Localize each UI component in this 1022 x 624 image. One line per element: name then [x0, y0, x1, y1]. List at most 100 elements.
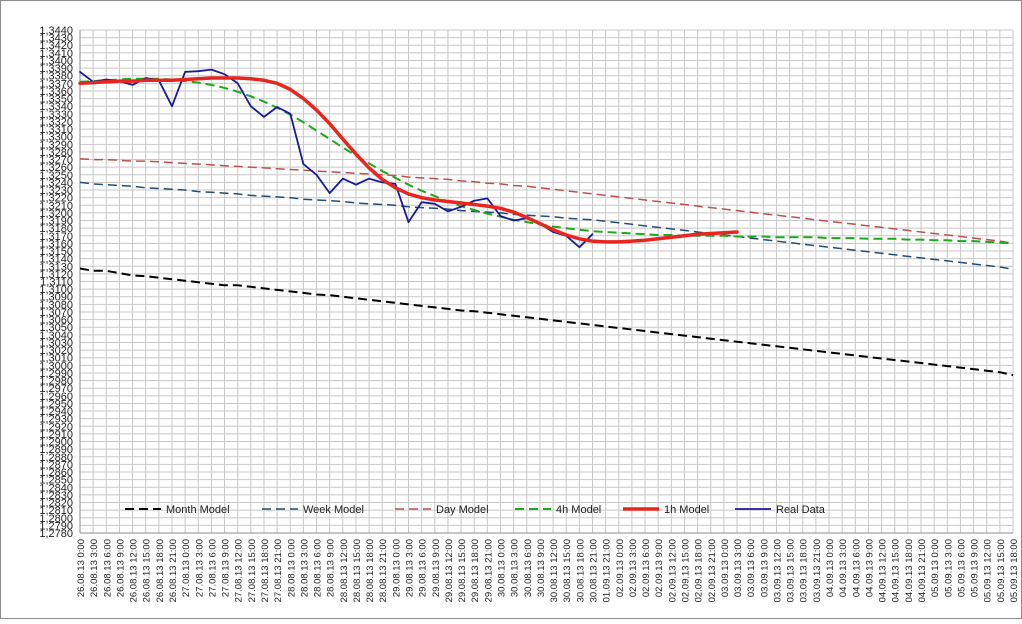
x-tick-label: 27.08.13 0:00 — [181, 539, 192, 597]
y-tick-label: 1,3100 — [39, 284, 73, 296]
x-tick-label: 02.09.13 0:00 — [615, 539, 626, 597]
y-tick-label: 1,2840 — [39, 482, 73, 494]
y-tick-label: 1,3440 — [39, 25, 73, 37]
legend-label: Week Model — [303, 504, 364, 516]
x-tick-label: 27.08.13 12:00 — [234, 539, 245, 602]
x-tick-label: 29.08.13 3:00 — [405, 539, 416, 597]
x-tick-label: 04.09.13 0:00 — [825, 539, 836, 597]
x-tick-label: 03.09.13 3:00 — [733, 539, 744, 597]
y-tick-label: 1,3310 — [39, 124, 73, 136]
series-lines — [78, 68, 1014, 377]
y-tick-label: 1,3330 — [39, 109, 73, 121]
y-tick-label: 1,3270 — [39, 155, 73, 167]
x-tick-label: 28.08.13 6:00 — [313, 539, 324, 597]
y-tick-label: 1,3210 — [39, 200, 73, 212]
x-tick-label: 05.09.13 0:00 — [930, 539, 941, 597]
x-tick-label: 30.08.13 9:00 — [536, 539, 547, 597]
x-tick-label: 30.08.13 0:00 — [497, 539, 508, 597]
x-tick-label: 29.08.13 15:00 — [457, 539, 468, 602]
x-tick-label: 04.09.13 9:00 — [864, 539, 875, 597]
y-tick-label: 1,2890 — [39, 444, 73, 456]
x-tick-label: 27.08.13 18:00 — [260, 539, 271, 602]
y-tick-label: 1,3120 — [39, 269, 73, 281]
y-tick-label: 1,3080 — [39, 299, 73, 311]
x-tick-label: 02.09.13 12:00 — [667, 539, 678, 602]
series-line-1h-model — [78, 76, 739, 244]
x-tick-label: 04.09.13 21:00 — [917, 539, 928, 602]
x-tick-label: 26.08.13 21:00 — [168, 539, 179, 602]
y-tick-label: 1,3420 — [39, 40, 73, 52]
y-tick-label: 1,2980 — [39, 376, 73, 388]
x-tick-label: 03.09.13 0:00 — [720, 539, 731, 597]
y-tick-label: 1,3060 — [39, 315, 73, 327]
x-tick-label: 26.08.13 6:00 — [102, 539, 113, 597]
x-tick-label: 04.09.13 6:00 — [851, 539, 862, 597]
y-tick-label: 1,2790 — [39, 520, 73, 532]
x-tick-label: 30.08.13 18:00 — [575, 539, 586, 602]
x-tick-label: 28.08.13 0:00 — [286, 539, 297, 597]
x-tick-label: 05.09.13 9:00 — [970, 539, 981, 597]
y-tick-label: 1,2870 — [39, 459, 73, 471]
x-tick-label: 05.09.13 3:00 — [943, 539, 954, 597]
y-tick-label: 1,2860 — [39, 467, 73, 479]
x-tick-label: 26.08.13 3:00 — [89, 539, 100, 597]
x-tick-label: 02.09.13 15:00 — [680, 539, 691, 602]
x-tick-label: 27.08.13 3:00 — [194, 539, 205, 597]
x-tick-label: 03.09.13 21:00 — [812, 539, 823, 602]
y-tick-label: 1,3190 — [39, 216, 73, 228]
x-tick-label: 30.08.13 12:00 — [549, 539, 560, 602]
x-tick-label: 02.09.13 6:00 — [641, 539, 652, 597]
x-tick-label: 29.08.13 9:00 — [431, 539, 442, 597]
legend-label: 1h Model — [664, 504, 709, 516]
y-tick-label: 1,3340 — [39, 101, 73, 113]
y-tick-label: 1,2990 — [39, 368, 73, 380]
x-tick-label: 29.08.13 6:00 — [418, 539, 429, 597]
y-tick-label: 1,2810 — [39, 505, 73, 517]
legend-label: 4h Model — [556, 504, 601, 516]
x-tick-label: 28.08.13 3:00 — [299, 539, 310, 597]
y-tick-label: 1,3110 — [40, 277, 73, 289]
x-tick-label: 27.08.13 15:00 — [247, 539, 258, 602]
y-tick-label: 1,3170 — [39, 231, 73, 243]
y-tick-label: 1,2820 — [39, 498, 73, 510]
x-tick-label: 01.09.13 21:00 — [602, 539, 613, 602]
y-tick-label: 1,2920 — [39, 421, 73, 433]
x-tick-label: 28.08.13 9:00 — [326, 539, 337, 597]
y-tick-label: 1,2830 — [39, 490, 73, 502]
y-tick-label: 1,3020 — [39, 345, 73, 357]
y-tick-label: 1,3350 — [39, 94, 73, 106]
x-tick-label: 30.08.13 21:00 — [588, 539, 599, 602]
y-tick-label: 1,2780 — [39, 528, 73, 540]
x-tick-label: 02.09.13 3:00 — [628, 539, 639, 597]
y-tick-label: 1,2910 — [39, 429, 73, 441]
legend-label: Day Model — [436, 504, 489, 516]
x-tick-label: 05.09.13 15:00 — [996, 539, 1007, 602]
y-tick-label: 1,3200 — [39, 208, 73, 220]
x-tick-label: 28.08.13 12:00 — [339, 539, 350, 602]
x-tick-label: 28.08.13 15:00 — [352, 539, 363, 602]
x-tick-label: 03.09.13 9:00 — [759, 539, 770, 597]
y-tick-label: 1,3320 — [39, 116, 73, 128]
y-tick-label: 1,2850 — [39, 475, 73, 487]
x-tick-label: 03.09.13 6:00 — [746, 539, 757, 597]
y-tick-label: 1,2960 — [39, 391, 73, 403]
series-line-month-model — [79, 267, 1014, 377]
x-tick-label: 29.08.13 0:00 — [391, 539, 402, 597]
y-tick-label: 1,3430 — [39, 33, 73, 45]
y-tick-label: 1,3010 — [39, 353, 73, 365]
x-tick-label: 27.08.13 6:00 — [207, 539, 218, 597]
y-tick-label: 1,3390 — [39, 63, 73, 75]
x-tick-label: 26.08.13 0:00 — [76, 539, 87, 597]
y-tick-label: 1,3180 — [39, 223, 73, 235]
x-tick-label: 26.08.13 18:00 — [155, 539, 166, 602]
x-tick-label: 02.09.13 9:00 — [654, 539, 665, 597]
x-tick-label: 05.09.13 18:00 — [1009, 539, 1020, 602]
x-tick-label: 04.09.13 12:00 — [878, 539, 889, 602]
y-tick-label: 1,3070 — [39, 307, 73, 319]
x-tick-label: 04.09.13 3:00 — [838, 539, 849, 597]
y-axis-tick-labels: 1,27801,27901,28001,28101,28201,28301,28… — [39, 25, 73, 540]
x-tick-label: 29.08.13 12:00 — [444, 539, 455, 602]
x-tick-label: 02.09.13 21:00 — [707, 539, 718, 602]
